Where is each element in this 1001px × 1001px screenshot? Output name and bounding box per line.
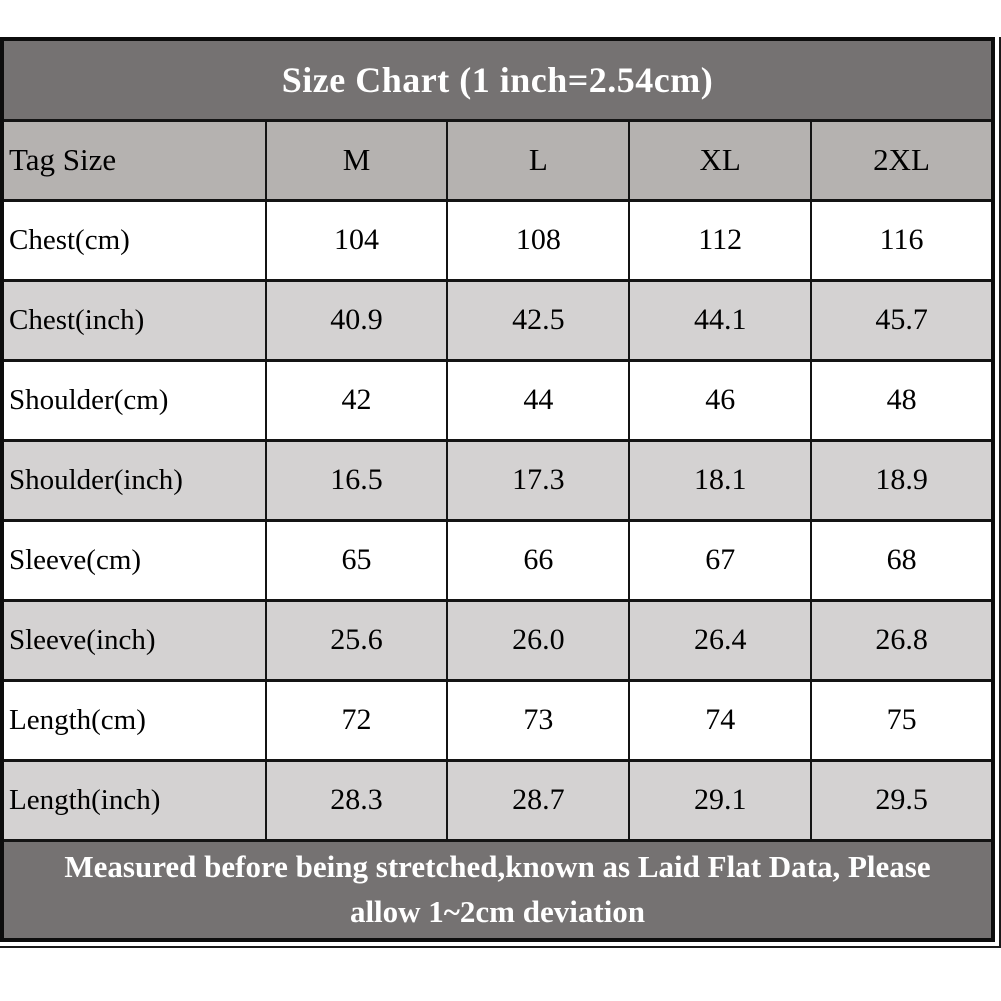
row-label: Shoulder(inch) xyxy=(1,438,267,522)
table-cell: 45.7 xyxy=(810,278,994,362)
table-cell: 25.6 xyxy=(264,598,449,682)
table-row-chest-cm: Chest(cm) 104 108 112 116 xyxy=(1,198,994,282)
table-cell: 44.1 xyxy=(628,278,813,362)
table-cell: 29.1 xyxy=(628,758,813,842)
table-row-sleeve-cm: Sleeve(cm) 65 66 67 68 xyxy=(1,518,994,602)
column-header-tag-size: Tag Size xyxy=(1,118,267,202)
header-row: Tag Size M L XL 2XL xyxy=(1,118,994,202)
size-chart-table: Size Chart (1 inch=2.54cm) Tag Size M L … xyxy=(0,37,995,942)
table-cell: 26.4 xyxy=(628,598,813,682)
table-cell: 72 xyxy=(264,678,449,762)
table-cell: 26.8 xyxy=(810,598,994,682)
table-cell: 18.1 xyxy=(628,438,813,522)
table-cell: 42 xyxy=(264,358,449,442)
table-cell: 42.5 xyxy=(446,278,631,362)
row-label: Shoulder(cm) xyxy=(1,358,267,442)
title-row: Size Chart (1 inch=2.54cm) xyxy=(1,37,994,122)
row-label: Sleeve(inch) xyxy=(1,598,267,682)
row-label: Sleeve(cm) xyxy=(1,518,267,602)
footer-row: Measured before being stretched,known as… xyxy=(1,838,994,941)
table-cell: 46 xyxy=(628,358,813,442)
table-row-chest-inch: Chest(inch) 40.9 42.5 44.1 45.7 xyxy=(1,278,994,362)
table-cell: 44 xyxy=(446,358,631,442)
table-cell: 29.5 xyxy=(810,758,994,842)
column-header-xl: XL xyxy=(628,118,813,202)
table-row-sleeve-inch: Sleeve(inch) 25.6 26.0 26.4 26.8 xyxy=(1,598,994,682)
table-cell: 74 xyxy=(628,678,813,762)
table-cell: 17.3 xyxy=(446,438,631,522)
footer-note: Measured before being stretched,known as… xyxy=(1,838,994,941)
column-header-m: M xyxy=(264,118,449,202)
row-label: Length(cm) xyxy=(1,678,267,762)
table-row-length-inch: Length(inch) 28.3 28.7 29.1 29.5 xyxy=(1,758,994,842)
footer-line-2: allow 1~2cm deviation xyxy=(349,893,646,929)
table-row-shoulder-cm: Shoulder(cm) 42 44 46 48 xyxy=(1,358,994,442)
table-cell: 28.3 xyxy=(264,758,449,842)
table-cell: 16.5 xyxy=(264,438,449,522)
table-cell: 67 xyxy=(628,518,813,602)
table-row-length-cm: Length(cm) 72 73 74 75 xyxy=(1,678,994,762)
table-cell: 48 xyxy=(810,358,994,442)
row-label: Length(inch) xyxy=(1,758,267,842)
row-label: Chest(cm) xyxy=(1,198,267,282)
table-cell: 40.9 xyxy=(264,278,449,362)
table-cell: 26.0 xyxy=(446,598,631,682)
table-cell: 65 xyxy=(264,518,449,602)
table-cell: 75 xyxy=(810,678,994,762)
table-cell: 68 xyxy=(810,518,994,602)
row-label: Chest(inch) xyxy=(1,278,267,362)
column-header-l: L xyxy=(446,118,631,202)
table-cell: 18.9 xyxy=(810,438,994,522)
table-cell: 112 xyxy=(628,198,813,282)
table-cell: 73 xyxy=(446,678,631,762)
table-cell: 108 xyxy=(446,198,631,282)
table-frame: Size Chart (1 inch=2.54cm) Tag Size M L … xyxy=(0,37,1001,948)
chart-title: Size Chart (1 inch=2.54cm) xyxy=(1,37,994,122)
table-row-shoulder-inch: Shoulder(inch) 16.5 17.3 18.1 18.9 xyxy=(1,438,994,522)
table-cell: 28.7 xyxy=(446,758,631,842)
column-header-2xl: 2XL xyxy=(810,118,994,202)
table-cell: 104 xyxy=(264,198,449,282)
footer-line-1: Measured before being stretched,known as… xyxy=(64,848,931,884)
table-cell: 116 xyxy=(810,198,994,282)
table-cell: 66 xyxy=(446,518,631,602)
